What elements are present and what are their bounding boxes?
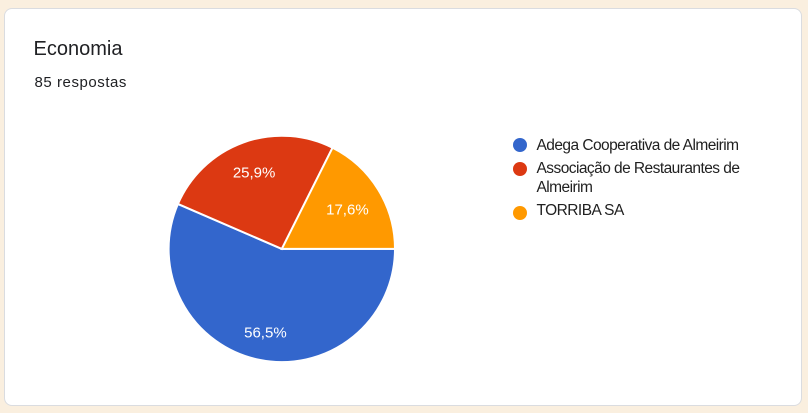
svg-text:25,9%: 25,9% — [233, 165, 276, 182]
svg-text:56,5%: 56,5% — [244, 325, 287, 342]
svg-text:17,6%: 17,6% — [326, 202, 369, 219]
